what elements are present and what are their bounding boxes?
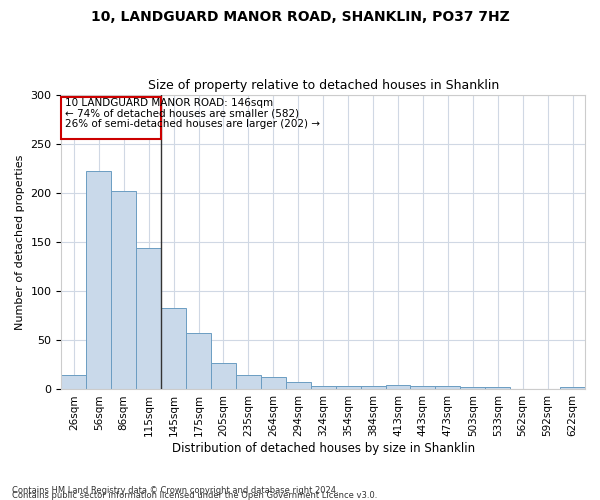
- Bar: [186, 334, 211, 390]
- X-axis label: Distribution of detached houses by size in Shanklin: Distribution of detached houses by size …: [172, 442, 475, 455]
- Bar: [386, 384, 410, 390]
- Bar: [111, 191, 136, 390]
- Text: 10 LANDGUARD MANOR ROAD: 146sqm: 10 LANDGUARD MANOR ROAD: 146sqm: [65, 98, 273, 108]
- Bar: [236, 374, 261, 390]
- Bar: [485, 388, 510, 390]
- Text: 10, LANDGUARD MANOR ROAD, SHANKLIN, PO37 7HZ: 10, LANDGUARD MANOR ROAD, SHANKLIN, PO37…: [91, 10, 509, 24]
- Bar: [335, 386, 361, 390]
- Bar: [286, 382, 311, 390]
- Bar: [61, 374, 86, 390]
- Bar: [261, 376, 286, 390]
- Bar: [211, 363, 236, 390]
- FancyBboxPatch shape: [61, 96, 161, 139]
- Bar: [311, 386, 335, 390]
- Bar: [410, 386, 436, 390]
- Bar: [560, 388, 585, 390]
- Bar: [161, 308, 186, 390]
- Bar: [460, 388, 485, 390]
- Text: Contains public sector information licensed under the Open Government Licence v3: Contains public sector information licen…: [12, 491, 377, 500]
- Y-axis label: Number of detached properties: Number of detached properties: [15, 154, 25, 330]
- Text: Contains HM Land Registry data © Crown copyright and database right 2024.: Contains HM Land Registry data © Crown c…: [12, 486, 338, 495]
- Bar: [436, 386, 460, 390]
- Text: 26% of semi-detached houses are larger (202) →: 26% of semi-detached houses are larger (…: [65, 119, 320, 129]
- Bar: [136, 248, 161, 390]
- Text: ← 74% of detached houses are smaller (582): ← 74% of detached houses are smaller (58…: [65, 108, 299, 118]
- Bar: [361, 386, 386, 390]
- Title: Size of property relative to detached houses in Shanklin: Size of property relative to detached ho…: [148, 79, 499, 92]
- Bar: [86, 171, 111, 390]
